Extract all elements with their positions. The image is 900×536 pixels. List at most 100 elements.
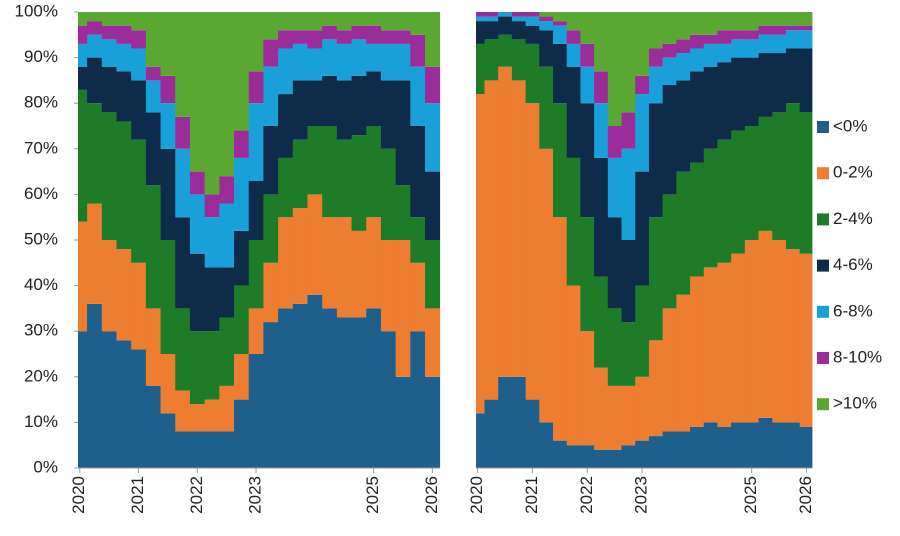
bar-segment bbox=[87, 203, 103, 304]
bar-segment bbox=[511, 21, 527, 40]
bar-segment bbox=[366, 126, 382, 218]
bar-segment bbox=[539, 21, 554, 31]
bar-segment bbox=[717, 262, 732, 427]
bar-segment bbox=[322, 126, 338, 218]
bar-segment bbox=[322, 39, 338, 76]
bar-segment bbox=[234, 354, 250, 400]
bar-segment bbox=[476, 43, 485, 95]
bar-segment bbox=[131, 48, 147, 81]
bar-segment bbox=[292, 80, 308, 140]
bar-segment bbox=[278, 12, 294, 31]
bar-segment bbox=[744, 240, 759, 423]
bar-segment bbox=[278, 157, 294, 218]
bar-segment bbox=[101, 12, 117, 26]
bar-segment bbox=[351, 12, 367, 26]
bar-segment bbox=[395, 12, 411, 31]
bar-segment bbox=[511, 12, 527, 17]
bar-segment bbox=[758, 417, 773, 468]
bar-segment bbox=[607, 126, 622, 158]
bar-segment bbox=[101, 25, 117, 40]
bar-segment bbox=[594, 367, 609, 450]
bar-segment bbox=[160, 413, 176, 468]
bar-segment bbox=[116, 71, 132, 122]
bar-segment bbox=[580, 217, 595, 332]
bar-segment bbox=[204, 194, 220, 218]
bar-segment bbox=[648, 217, 664, 341]
bar-segment bbox=[263, 126, 279, 195]
bar-segment bbox=[219, 176, 235, 204]
bar-segment bbox=[566, 43, 581, 67]
bar-segment bbox=[621, 12, 636, 113]
legend-swatch bbox=[817, 352, 829, 364]
bar-segment bbox=[380, 43, 397, 81]
bar-segment bbox=[189, 331, 206, 405]
bar-segment bbox=[484, 16, 499, 22]
bar-segment bbox=[322, 308, 338, 468]
bar-segment bbox=[717, 426, 732, 468]
bar-segment bbox=[498, 16, 513, 35]
bar-segment bbox=[366, 25, 382, 44]
bar-segment bbox=[87, 21, 103, 35]
bar-segment bbox=[553, 43, 568, 104]
bar-segment bbox=[566, 12, 581, 31]
bar-segment bbox=[484, 399, 499, 468]
bar-segment bbox=[607, 385, 622, 450]
bar-segment bbox=[648, 48, 664, 67]
bar-segment bbox=[116, 25, 132, 44]
bar-segment bbox=[731, 30, 746, 40]
bar-segment bbox=[87, 103, 103, 204]
bar-segment bbox=[380, 30, 397, 44]
bar-segment bbox=[690, 276, 705, 427]
y-tick-label: 70% bbox=[24, 138, 58, 157]
x-tick-label: 2021 bbox=[522, 476, 541, 514]
bar-segment bbox=[322, 217, 338, 309]
bar-segment bbox=[607, 449, 622, 468]
bar-segment bbox=[553, 25, 568, 44]
bar-segment bbox=[248, 240, 264, 309]
bar-segment bbox=[539, 148, 554, 423]
bar-segment bbox=[662, 43, 677, 58]
bar-segment bbox=[101, 240, 117, 332]
bar-segment bbox=[307, 294, 323, 468]
legend-swatch bbox=[817, 305, 829, 318]
bar-segment bbox=[234, 130, 250, 158]
bar-segment bbox=[772, 112, 787, 240]
bar-segment bbox=[219, 385, 235, 432]
y-tick-label: 30% bbox=[24, 321, 58, 340]
bar-segment bbox=[566, 66, 581, 158]
bar-segment bbox=[799, 253, 813, 427]
bar-segment bbox=[635, 376, 650, 441]
bar-segment bbox=[785, 12, 801, 26]
bar-segment bbox=[476, 12, 485, 17]
bar-segment bbox=[351, 25, 367, 40]
bar-segment bbox=[648, 12, 664, 49]
bar-segment bbox=[785, 103, 801, 250]
bar-segment bbox=[744, 126, 759, 240]
bar-segment bbox=[322, 75, 338, 126]
bar-segment bbox=[580, 331, 595, 446]
bar-segment bbox=[78, 66, 88, 90]
bar-segment bbox=[351, 135, 367, 231]
bar-segment bbox=[621, 112, 636, 149]
bar-segment bbox=[351, 230, 367, 318]
y-tick-label: 60% bbox=[24, 184, 58, 203]
bar-segment bbox=[160, 148, 176, 240]
bar-segment bbox=[525, 12, 540, 17]
bar-segment bbox=[566, 285, 581, 446]
legend-label: 4-6% bbox=[833, 255, 873, 274]
bar-segment bbox=[189, 12, 206, 172]
bar-segment bbox=[539, 422, 554, 468]
y-tick-label: 40% bbox=[24, 275, 58, 294]
bar-segment bbox=[366, 12, 382, 26]
bar-segment bbox=[160, 354, 176, 414]
bar-segment bbox=[219, 12, 235, 177]
bar-segment bbox=[234, 157, 250, 231]
bar-segment bbox=[511, 16, 527, 22]
bar-segment bbox=[621, 445, 636, 468]
bar-segment bbox=[145, 385, 161, 468]
bar-segment bbox=[703, 422, 718, 468]
bar-segment bbox=[410, 126, 426, 218]
bar-segment bbox=[799, 426, 813, 468]
bar-segment bbox=[278, 217, 294, 309]
bar-segment bbox=[366, 217, 382, 309]
